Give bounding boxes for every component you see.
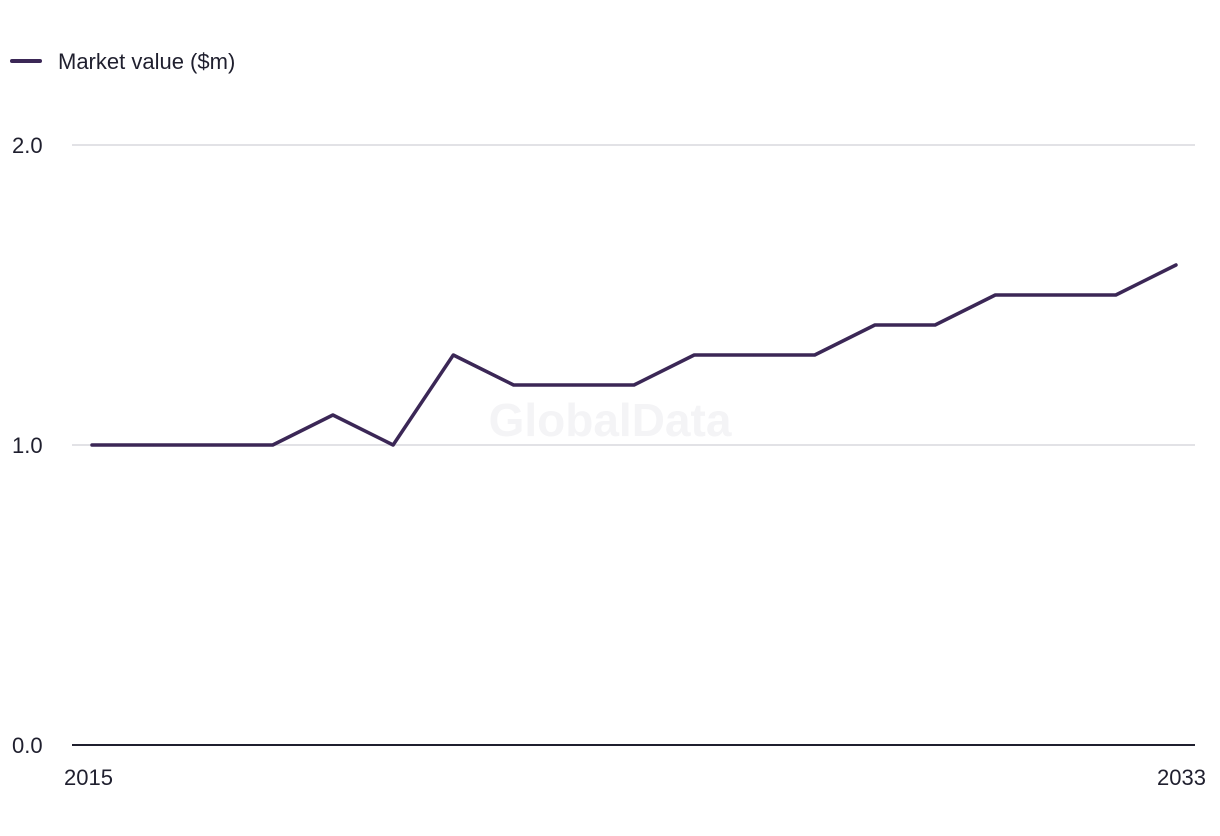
y-tick-label-1: 1.0: [12, 433, 43, 458]
data-point-2025: [692, 353, 696, 357]
x-tick-label-0: 2015: [64, 765, 113, 790]
data-point-2032: [1114, 293, 1118, 297]
data-point-2023: [572, 383, 576, 387]
x-tick-label-1: 2033: [1157, 765, 1206, 790]
y-axis-ticks: 0.0 1.0 2.0: [12, 133, 43, 758]
legend-label-market-value: Market value ($m): [58, 49, 235, 74]
data-point-2024: [632, 383, 636, 387]
data-point-2029: [933, 323, 937, 327]
data-point-2022: [512, 383, 516, 387]
data-point-2015: [90, 443, 94, 447]
data-point-2031: [1054, 293, 1058, 297]
y-tick-label-0: 0.0: [12, 733, 43, 758]
data-point-2019: [331, 413, 335, 417]
watermark-text: GlobalData: [489, 394, 732, 446]
data-point-2018: [271, 443, 275, 447]
data-point-2017: [210, 443, 214, 447]
data-point-2026: [752, 353, 756, 357]
data-point-2021: [451, 353, 455, 357]
data-point-2016: [150, 443, 154, 447]
data-point-2030: [993, 293, 997, 297]
y-tick-label-2: 2.0: [12, 133, 43, 158]
legend: Market value ($m): [10, 49, 235, 74]
data-point-2028: [873, 323, 877, 327]
data-point-2033: [1174, 263, 1178, 267]
data-point-2020: [391, 443, 395, 447]
x-axis-ticks: 2015 2033: [64, 765, 1206, 790]
series: [90, 263, 1178, 447]
data-point-2027: [813, 353, 817, 357]
